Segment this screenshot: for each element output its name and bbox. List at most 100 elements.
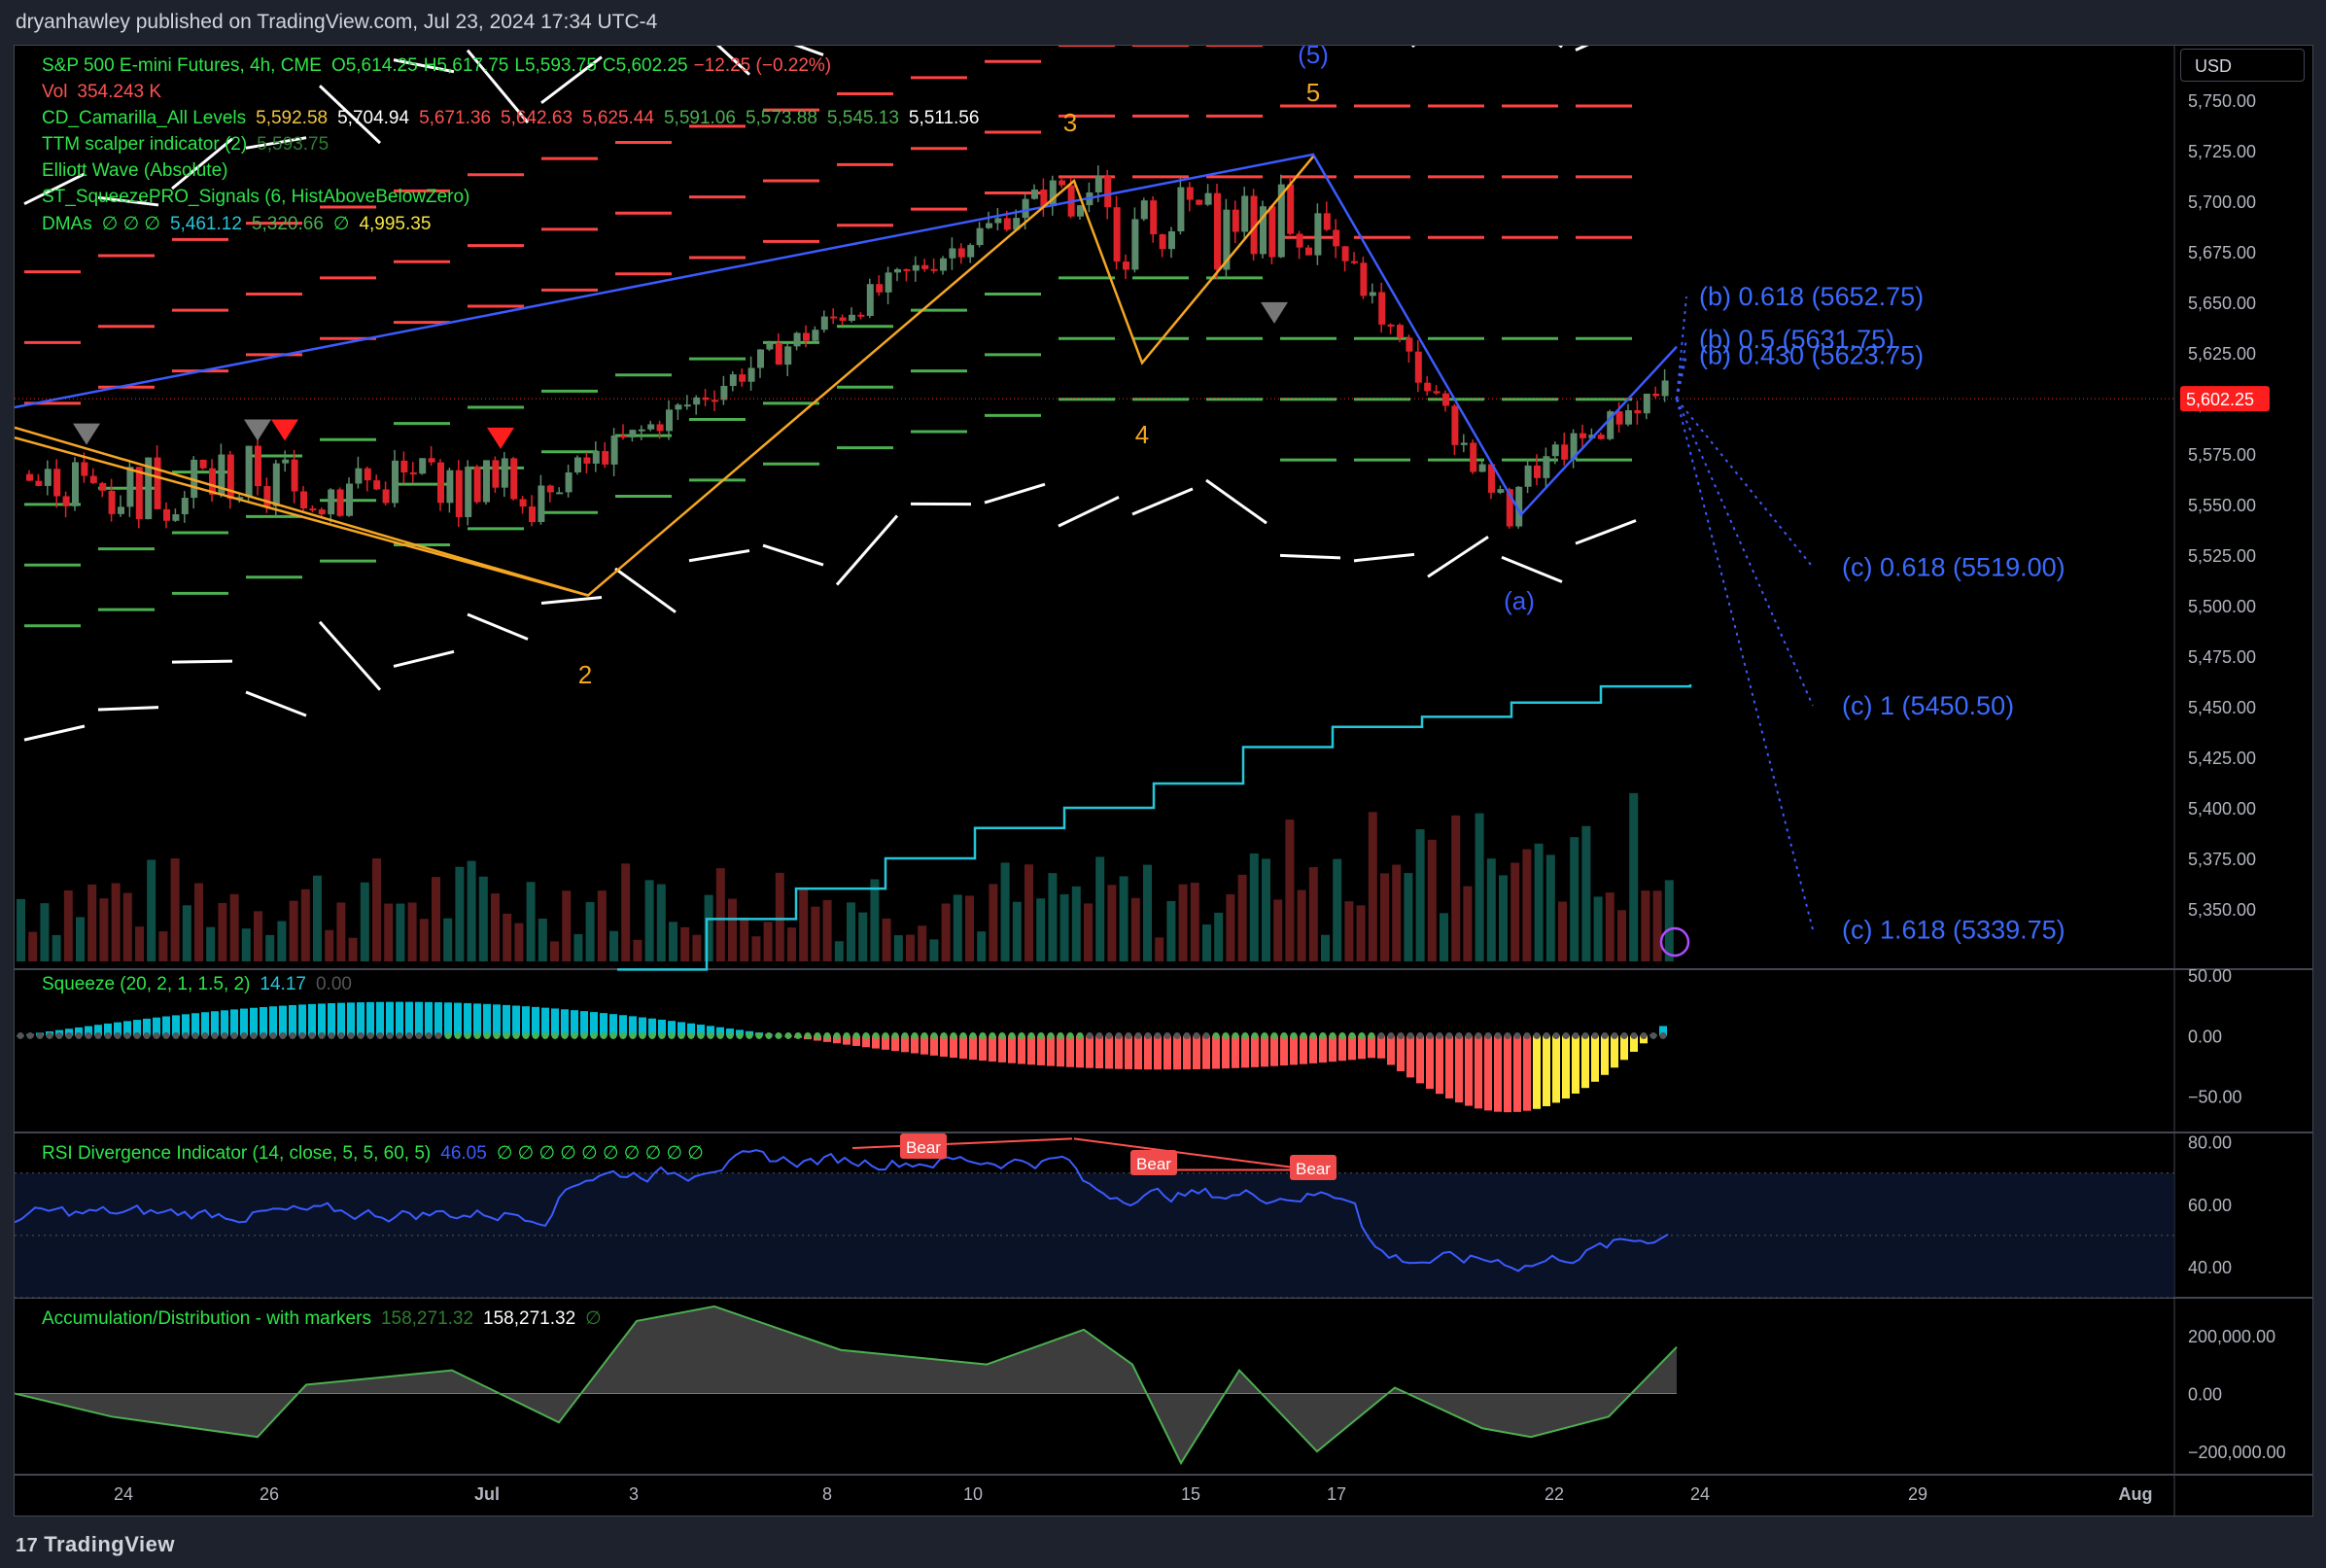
- legend-rsi-label[interactable]: RSI Divergence Indicator (14, close, 5, …: [42, 1143, 432, 1164]
- squeeze-dot: [405, 1031, 413, 1039]
- candle-body: [903, 268, 911, 271]
- y-tick-label: 5,525.00: [2188, 546, 2256, 566]
- candle-body: [1077, 205, 1084, 217]
- candle-body: [255, 445, 261, 487]
- squeeze-bar: [1193, 1035, 1200, 1069]
- squeeze-dot: [17, 1031, 24, 1039]
- legend-camarilla-label[interactable]: CD_Camarilla_All Levels: [42, 108, 247, 128]
- volume-bar: [1024, 864, 1033, 961]
- volume-bar: [111, 883, 121, 961]
- candle-body: [1250, 195, 1258, 255]
- squeeze-dot: [1290, 1031, 1298, 1039]
- squeeze-bar: [337, 1002, 345, 1036]
- cam-value: 5,545.13: [826, 108, 899, 128]
- volume-bar: [1036, 898, 1046, 961]
- volume-bar: [763, 922, 773, 961]
- fib-projection-line: [1676, 399, 1814, 930]
- candle-body: [1451, 405, 1459, 445]
- squeeze-dot: [123, 1031, 131, 1039]
- squeeze-dot: [337, 1031, 345, 1039]
- publisher-header: dryanhawley published on TradingView.com…: [0, 0, 2326, 45]
- volume-bar: [526, 882, 536, 961]
- candle-body: [1150, 200, 1158, 235]
- candle-body: [154, 457, 161, 509]
- squeeze-dot: [1086, 1031, 1094, 1039]
- last-price-label: 5,602.25: [2186, 390, 2254, 409]
- candle-body: [1223, 209, 1231, 270]
- volume-bar: [656, 884, 666, 961]
- tradingview-logo[interactable]: 17 TradingView: [16, 1532, 175, 1556]
- chart-frame[interactable]: 5,750.00 5,725.00 5,700.00 5,675.00 5,650.00…: [14, 45, 2313, 1516]
- legend-symbol[interactable]: S&P 500 E-mini Futures, 4h, CME: [42, 55, 322, 76]
- volume-bar: [1581, 825, 1591, 961]
- volume-bar: [834, 941, 844, 961]
- squeeze-bar: [911, 1035, 919, 1054]
- squeeze-bar: [1329, 1035, 1337, 1063]
- camarilla-level-white: [171, 137, 233, 191]
- squeeze-dot: [444, 1031, 452, 1039]
- candle-body: [510, 458, 518, 500]
- candle-body: [1214, 192, 1221, 270]
- legend-squeeze-row: Squeeze (20, 2, 1, 1.5, 2) 14.17 0.00: [42, 974, 362, 995]
- squeeze-dot: [1377, 1031, 1385, 1039]
- legend-squeezepro-label[interactable]: ST_SqueezePRO_Signals (6, HistAboveBelow…: [42, 187, 470, 207]
- squeeze-dot: [1300, 1031, 1307, 1039]
- squeeze-dot: [1348, 1031, 1356, 1039]
- y-tick-label: 5,650.00: [2188, 294, 2256, 313]
- squeeze-bar: [162, 1016, 170, 1036]
- candle-body: [957, 248, 965, 258]
- candle-body: [866, 284, 874, 316]
- squeeze-bar: [1611, 1035, 1618, 1068]
- squeeze-dot: [143, 1031, 151, 1039]
- squeeze-dot: [1436, 1031, 1443, 1039]
- legend-symbol-row: S&P 500 E-mini Futures, 4h, CME O5,614.25…: [42, 55, 841, 77]
- squeeze-dot: [1581, 1031, 1589, 1039]
- volume-bar: [1262, 858, 1270, 961]
- legend-squeeze-v2: 0.00: [315, 974, 352, 994]
- camarilla-level-white: [97, 706, 159, 712]
- fib-projection-label: (c) 1.618 (5339.75): [1842, 915, 2066, 944]
- candle-body: [99, 482, 107, 491]
- chart-canvas[interactable]: 5,750.00 5,725.00 5,700.00 5,675.00 5,650.00…: [15, 46, 2312, 1516]
- candle-body: [272, 463, 280, 506]
- y-tick-label: 40.00: [2188, 1258, 2232, 1277]
- currency-selector[interactable]: USD: [2180, 49, 2305, 82]
- legend-ttm-label[interactable]: TTM scalper indicator (2): [42, 134, 248, 155]
- volume-bar: [407, 902, 417, 961]
- candle-body: [986, 223, 992, 228]
- legend-ad-label[interactable]: Accumulation/Distribution - with markers: [42, 1308, 371, 1329]
- camarilla-level-white: [835, 514, 899, 586]
- legend-dma-label[interactable]: DMAs: [42, 214, 92, 234]
- candle-body: [1661, 380, 1669, 397]
- squeeze-dot: [736, 1031, 744, 1039]
- squeeze-bar: [1494, 1035, 1502, 1112]
- legend-elliott-label[interactable]: Elliott Wave (Absolute): [42, 160, 228, 181]
- candle-body: [775, 342, 782, 366]
- candle-body: [930, 268, 938, 271]
- squeeze-dot: [1397, 1031, 1405, 1039]
- candle-body: [172, 514, 180, 521]
- squeeze-dot: [1270, 1031, 1278, 1039]
- cam-value: 5,573.88: [745, 108, 817, 128]
- squeeze-dot: [1543, 1031, 1550, 1039]
- squeeze-bar: [279, 1005, 287, 1036]
- volume-bar: [289, 900, 298, 961]
- last-price-badge: [2180, 386, 2270, 412]
- legend-close: C5,602.25: [602, 55, 688, 76]
- legend-vol-label[interactable]: Vol: [42, 82, 68, 102]
- squeeze-dot: [609, 1031, 617, 1039]
- candle-body: [62, 496, 70, 506]
- y-tick-label: 5,675.00: [2188, 243, 2256, 262]
- squeeze-bar: [104, 1023, 112, 1036]
- legend-ad-sym: ∅: [585, 1308, 602, 1329]
- candle-body: [1406, 337, 1413, 352]
- candle-body: [602, 451, 609, 465]
- camarilla-level-white: [1131, 487, 1194, 516]
- camarilla-level-white: [1058, 496, 1120, 528]
- squeeze-bar: [989, 1035, 996, 1062]
- squeeze-dot: [104, 1031, 112, 1039]
- camarilla-level-white: [1410, 46, 1416, 49]
- legend-squeeze-label[interactable]: Squeeze (20, 2, 1, 1.5, 2): [42, 974, 251, 994]
- candle-body: [812, 330, 819, 341]
- candle-body: [610, 436, 618, 465]
